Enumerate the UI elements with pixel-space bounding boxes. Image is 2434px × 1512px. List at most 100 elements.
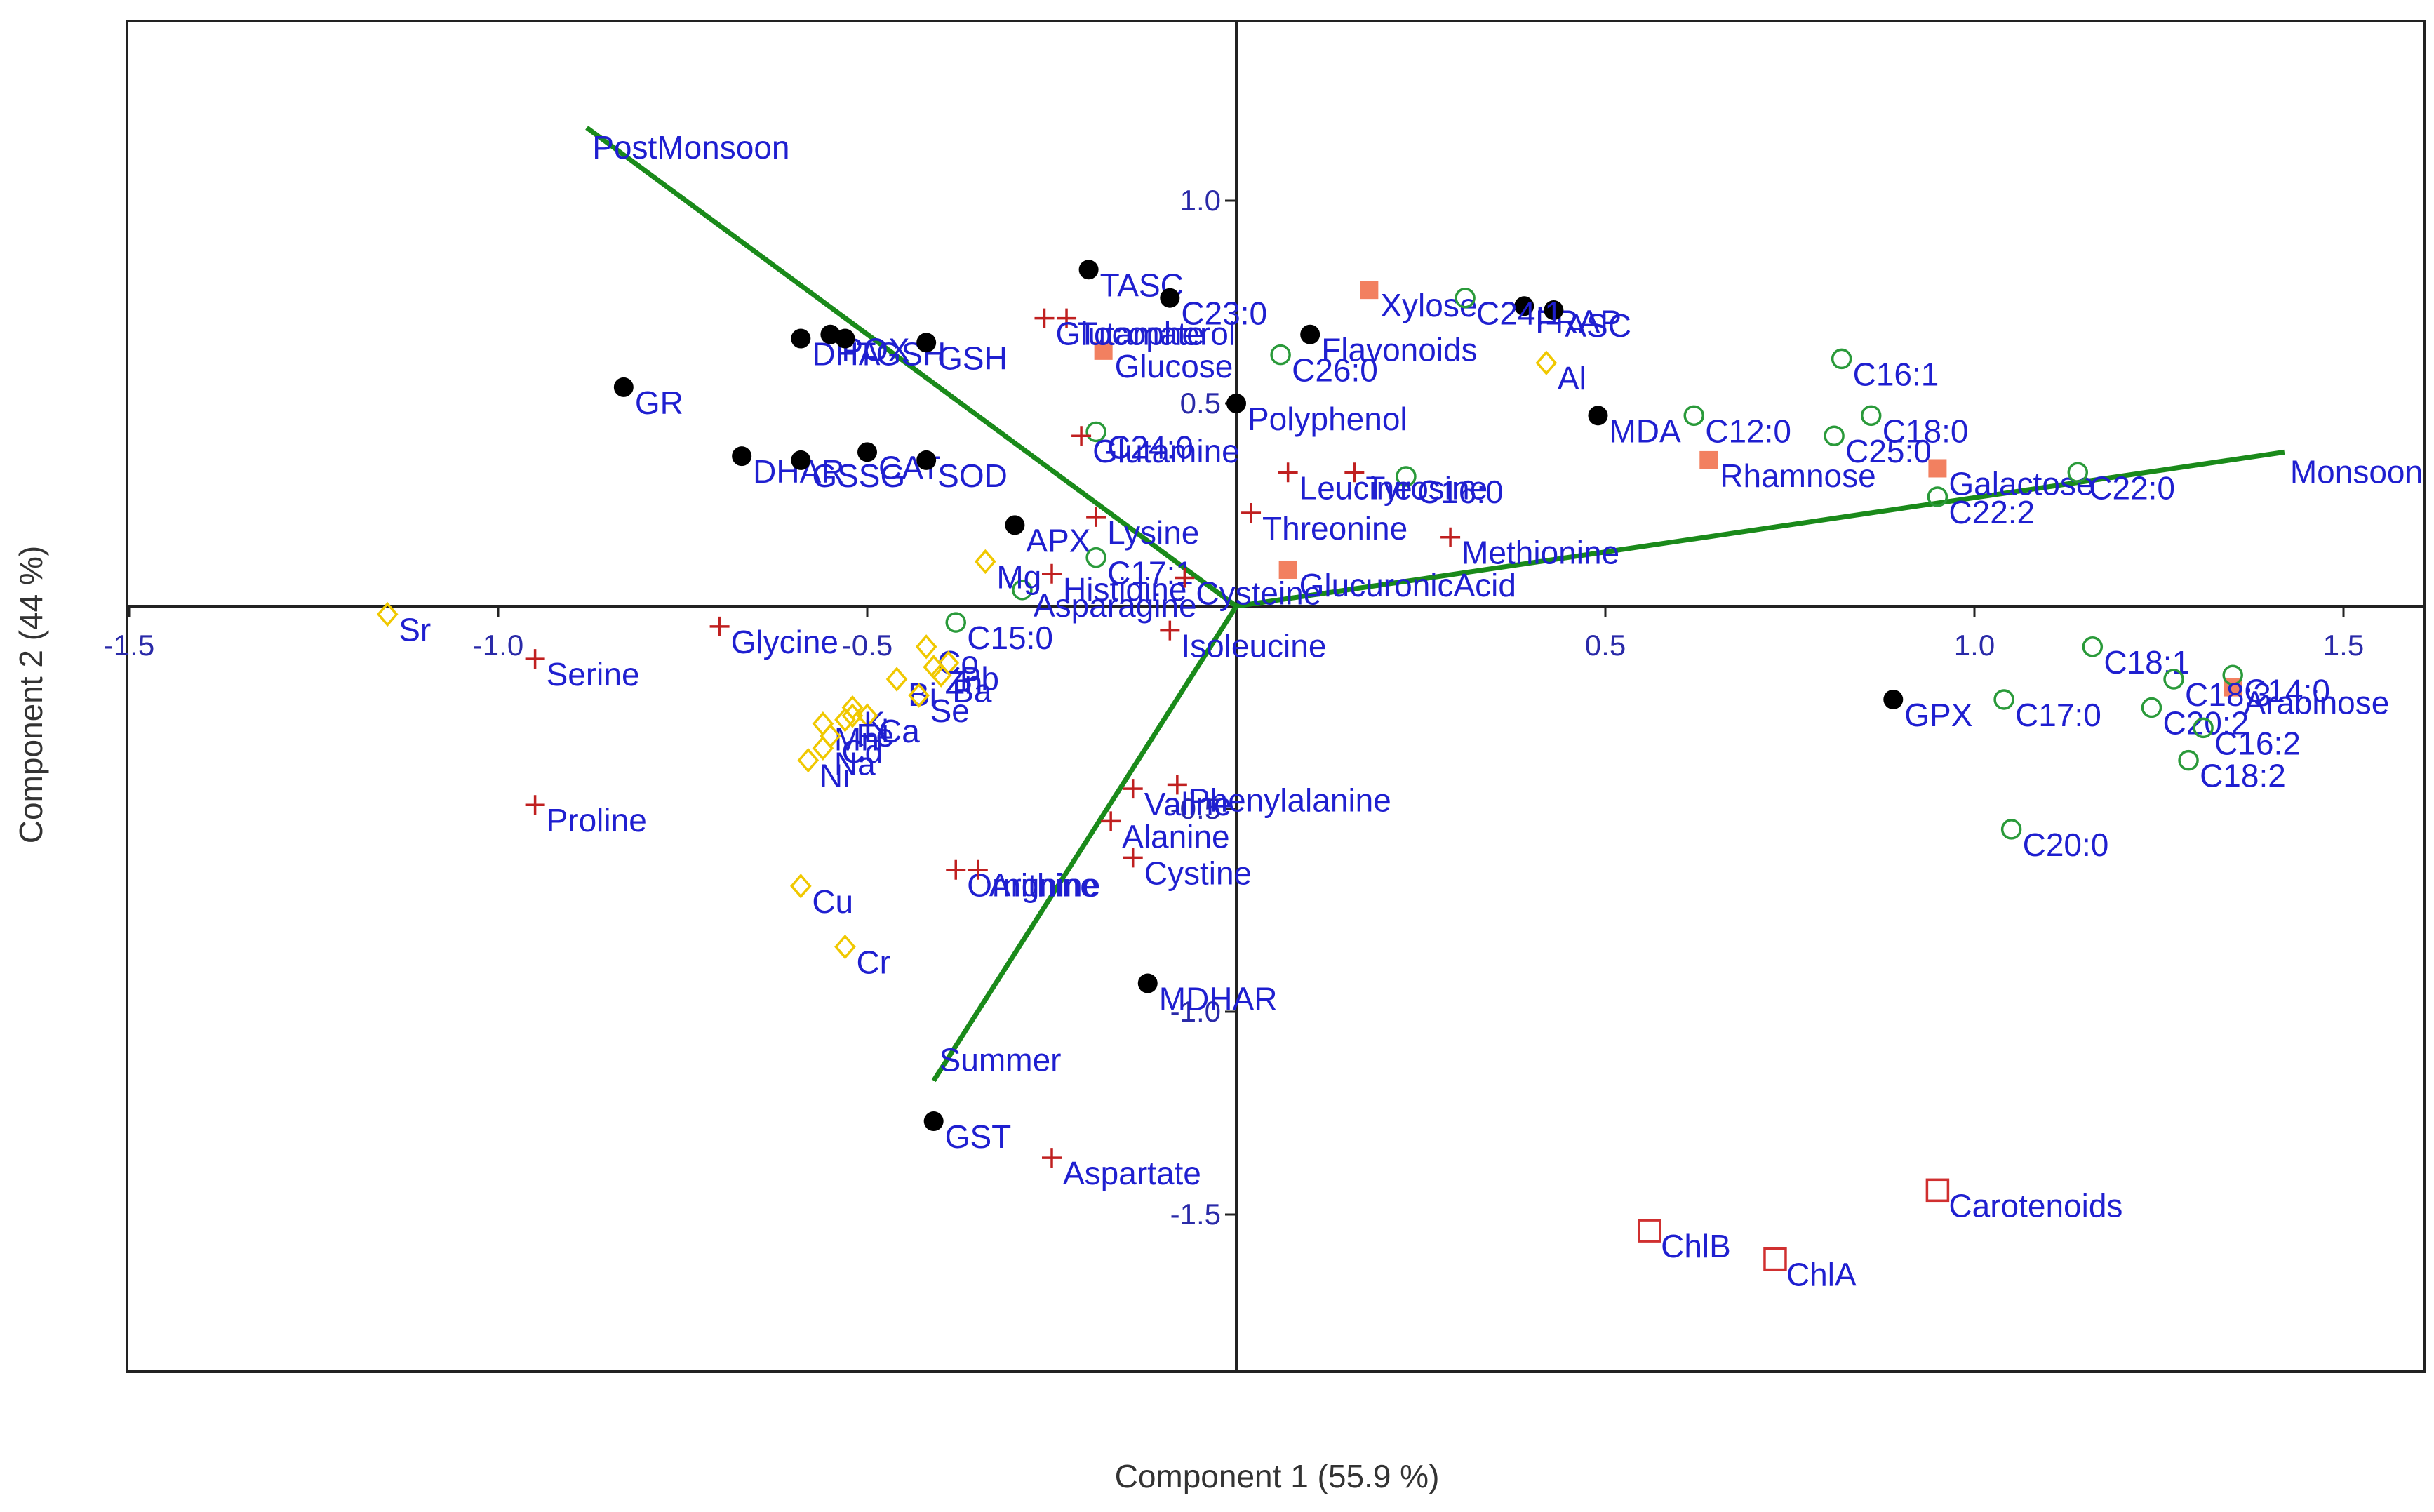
point-gssg xyxy=(791,450,811,470)
point-ni xyxy=(797,747,820,773)
point-al xyxy=(1535,350,1558,375)
x-tick-label: -1.0 xyxy=(473,629,523,662)
point-cr xyxy=(834,934,856,960)
point-gpx xyxy=(1883,689,1904,709)
point-phenylalanine xyxy=(1167,775,1187,795)
point-gsh xyxy=(916,333,937,353)
y-tick-label: -1.5 xyxy=(1170,1198,1221,1231)
point-label-gpx: GPX xyxy=(1904,697,1972,733)
point-label-cr: Cr xyxy=(856,944,890,981)
point-cu xyxy=(790,874,812,899)
point-label-carotenoids: Carotenoids xyxy=(1948,1187,2122,1224)
y-tick-label: 0.5 xyxy=(1180,387,1221,420)
point-c23-0 xyxy=(1160,288,1180,308)
point-pox xyxy=(820,324,841,344)
point-label-na: Na xyxy=(834,745,876,782)
point-label-lysine: Lysine xyxy=(1107,514,1199,551)
point-label-valine: Valine xyxy=(1144,786,1231,822)
point-gst xyxy=(923,1111,944,1132)
point-label-argnine: Argnine xyxy=(989,867,1101,904)
point-label-gst: GST xyxy=(945,1118,1012,1155)
point-glutamate xyxy=(1034,308,1055,328)
point-label-serine: Serine xyxy=(547,656,640,693)
point-c25-0 xyxy=(1824,425,1845,446)
point-polyphenol xyxy=(1226,394,1246,413)
point-label-flavonoids: Flavonoids xyxy=(1321,332,1477,368)
point-label-c12-0: C12:0 xyxy=(1705,413,1791,449)
point-label-c18-3: C18:3 xyxy=(2185,676,2271,713)
point-label-pb: Pb xyxy=(960,660,999,697)
data-points: TASCC23:0FlavonoidsFRAPASCPOXDHATGSHGSHG… xyxy=(376,260,2389,1293)
vector-monsoon xyxy=(1236,449,2285,609)
point-chla xyxy=(1763,1247,1787,1271)
point-label-mg: Mg xyxy=(996,558,1041,595)
point-c20-2 xyxy=(2141,697,2162,718)
point-carotenoids xyxy=(1925,1178,1950,1203)
point-label-proline: Proline xyxy=(547,802,647,838)
point-label-c22-0: C22:0 xyxy=(2089,469,2175,506)
point-label-c15-0: C15:0 xyxy=(967,620,1053,656)
point-label-asparagine: Asparagine xyxy=(1034,587,1197,624)
point-c18-1 xyxy=(2082,636,2104,657)
point-label-histidine: Histidine xyxy=(1063,571,1186,608)
point-c16-0 xyxy=(1396,466,1417,487)
point-label-se: Se xyxy=(930,693,970,729)
point-label-c17-0: C17:0 xyxy=(2015,697,2101,733)
point-label-cd: Cd xyxy=(841,733,883,770)
point-label-isoleucine: Isoleucine xyxy=(1181,628,1326,664)
point-c26-0 xyxy=(1270,344,1291,366)
point-label-gsh: GSH xyxy=(937,340,1008,376)
point-dha xyxy=(791,328,811,349)
point-label-tocopherol: Tocopherol xyxy=(1078,316,1236,352)
point-glucose xyxy=(1094,341,1113,360)
point-tocopherol xyxy=(1057,308,1077,328)
point-label-rhamnose: Rhamnose xyxy=(1720,457,1875,494)
point-c24-1 xyxy=(1455,287,1476,309)
point-ca xyxy=(856,703,878,728)
x-tick-label: 1.5 xyxy=(2323,629,2364,662)
point-tgsh xyxy=(835,328,855,349)
point-c24-0 xyxy=(1085,421,1106,443)
point-label-sod: SOD xyxy=(937,457,1008,494)
point-cysteine xyxy=(1175,568,1195,588)
point-label-leucine: Leucine xyxy=(1299,469,1412,506)
point-label-apx: APX xyxy=(1026,522,1090,558)
point-label-c16-0: C16:0 xyxy=(1417,474,1504,510)
y-tick-label: -0.5 xyxy=(1170,792,1221,825)
y-axis-title: Component 2 (44 %) xyxy=(13,546,49,843)
point-label-tyrosine: Tyrosine xyxy=(1365,469,1487,506)
point-fe xyxy=(834,707,856,732)
point-label-asc: ASC xyxy=(1565,307,1631,344)
point-argnine xyxy=(968,859,988,880)
point-label-c26-0: C26:0 xyxy=(1292,352,1378,389)
point-valine xyxy=(1123,779,1143,799)
point-label-cu: Cu xyxy=(812,883,853,920)
point-glutamine xyxy=(1071,426,1092,446)
point-c15-0 xyxy=(945,612,966,633)
point-galactose xyxy=(1928,459,1947,478)
point-label-gssg: GSSG xyxy=(812,457,905,494)
point-label-cystine: Cystine xyxy=(1144,855,1252,891)
point-c18-2 xyxy=(2178,749,2199,771)
point-label-threonine: Threonine xyxy=(1262,510,1407,547)
point-label-c16-1: C16:1 xyxy=(1853,356,1939,392)
point-glycine xyxy=(709,616,730,636)
x-axis-title: Component 1 (55.9 %) xyxy=(1115,1458,1440,1494)
point-methionine xyxy=(1440,527,1461,547)
point-rhamnose xyxy=(1699,450,1718,469)
vector-label-monsoon: Monsoon xyxy=(2290,453,2423,490)
point-label-c24-0: C24:0 xyxy=(1107,429,1193,465)
point-sod xyxy=(916,450,937,470)
plot-frame xyxy=(126,20,2426,1373)
point-bi xyxy=(885,667,908,692)
point-xylose xyxy=(1360,281,1379,300)
point-gr xyxy=(613,377,634,397)
point-mdhar xyxy=(1137,973,1158,993)
x-tick-label: 0.5 xyxy=(1585,629,1626,662)
point-ornithine xyxy=(946,859,966,880)
point-label-glucuronicacid: GlucuronicAcid xyxy=(1299,567,1516,603)
point-threonine xyxy=(1241,503,1262,523)
point-label-fe: Fe xyxy=(856,717,894,754)
y-tick-label: -1.0 xyxy=(1170,995,1221,1028)
point-label-arabinose: Arabinose xyxy=(2244,685,2389,721)
